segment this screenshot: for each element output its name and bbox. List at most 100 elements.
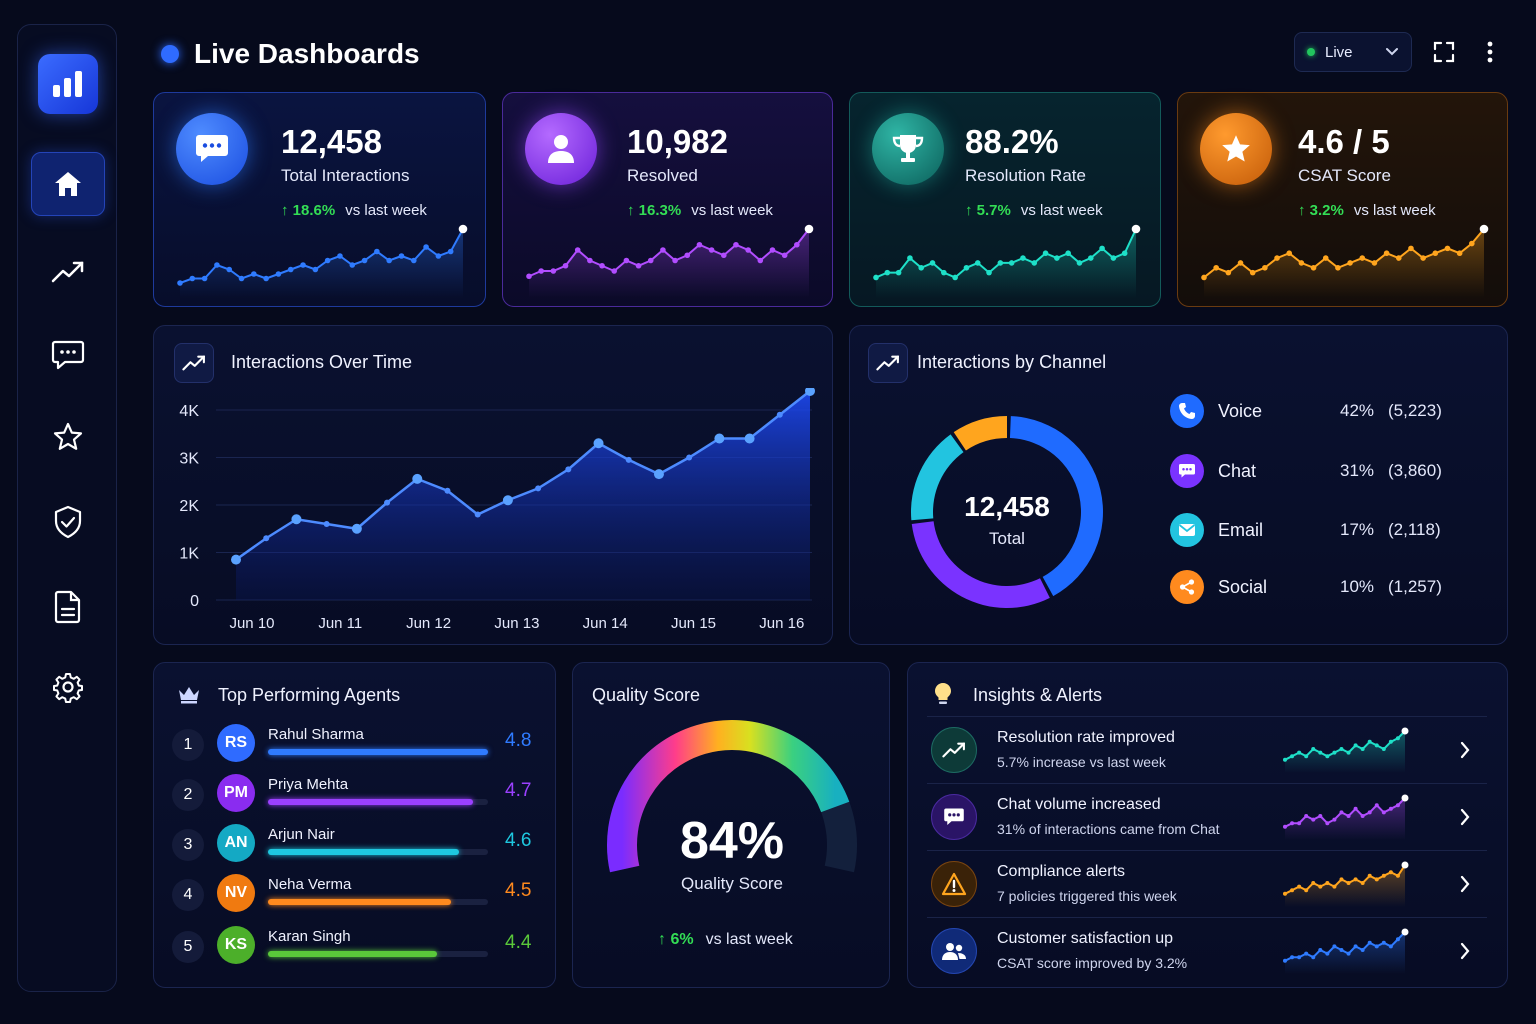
sparkline-point bbox=[1297, 821, 1302, 826]
sparkline-point bbox=[1297, 750, 1302, 755]
sparkline-point bbox=[263, 275, 269, 282]
sparkline-point bbox=[1031, 260, 1038, 266]
insight-row[interactable]: Customer satisfaction up CSAT score impr… bbox=[927, 917, 1487, 983]
live-dropdown-label: Live bbox=[1325, 43, 1353, 61]
fullscreen-icon bbox=[1433, 41, 1455, 63]
sparkline-point bbox=[287, 266, 294, 273]
agent-score-bar bbox=[268, 749, 488, 755]
legend-item-email[interactable]: Email 17% (2,118) bbox=[1170, 510, 1470, 550]
data-point bbox=[351, 523, 362, 534]
agent-row[interactable]: 3 AN Arjun Nair 4.6 bbox=[172, 824, 542, 866]
sidebar-item-reports[interactable] bbox=[31, 575, 105, 639]
sparkline-point bbox=[1374, 743, 1379, 748]
sparkline-point bbox=[1283, 757, 1287, 762]
data-point bbox=[805, 388, 815, 396]
sidebar bbox=[17, 24, 117, 992]
sparkline-point bbox=[189, 275, 196, 282]
sparkline-point bbox=[1383, 250, 1390, 257]
kpi-trend: ↑ 3.2% vs last week bbox=[1298, 202, 1436, 219]
sparkline-point bbox=[1121, 250, 1128, 257]
sparkline-point bbox=[1360, 814, 1365, 818]
sidebar-item-settings[interactable] bbox=[31, 655, 105, 719]
sparkline-point bbox=[587, 257, 593, 264]
insight-row[interactable]: Compliance alerts 7 policies triggered t… bbox=[927, 850, 1487, 916]
agent-score: 4.5 bbox=[505, 880, 532, 901]
sparkline-point bbox=[1381, 873, 1386, 878]
y-tick-label: 3K bbox=[179, 451, 199, 468]
sparkline-point bbox=[1213, 264, 1219, 271]
chat-icon bbox=[931, 794, 977, 840]
sparkline-point bbox=[447, 248, 454, 255]
sparkline-point bbox=[312, 266, 319, 273]
sparkline-point bbox=[1395, 937, 1400, 942]
sparkline-point bbox=[562, 262, 569, 269]
donut-slice-chat bbox=[911, 521, 1050, 608]
agent-name: Rahul Sharma bbox=[268, 726, 364, 743]
sparkline-point bbox=[1335, 264, 1341, 271]
sparkline-point bbox=[1367, 940, 1372, 945]
legend-count: (2,118) bbox=[1388, 520, 1441, 539]
sparkline-point bbox=[349, 262, 356, 268]
chat-bubble-icon bbox=[196, 135, 228, 162]
kpi-icon-circle bbox=[872, 113, 944, 185]
chevron-right-icon[interactable] bbox=[1459, 941, 1471, 961]
legend-name: Chat bbox=[1218, 460, 1257, 481]
kpi-trend: ↑ 5.7% vs last week bbox=[965, 202, 1103, 219]
chevron-right-icon[interactable] bbox=[1459, 807, 1471, 827]
donut-center-value: 12,458 bbox=[964, 491, 1050, 522]
kpi-card-csat-score[interactable]: 4.6 / 5 CSAT Score ↑ 3.2% vs last week bbox=[1177, 92, 1508, 307]
insight-row[interactable]: Chat volume increased 31% of interaction… bbox=[927, 783, 1487, 849]
quality-change: ↑ 6% bbox=[658, 931, 694, 948]
sparkline-point bbox=[1371, 260, 1378, 266]
kpi-label: Resolved bbox=[627, 166, 698, 185]
chevron-right-icon[interactable] bbox=[1459, 874, 1471, 894]
agent-row[interactable]: 5 KS Karan Singh 4.4 bbox=[172, 926, 542, 968]
sparkline-point bbox=[538, 268, 544, 274]
sparkline-point bbox=[1110, 255, 1117, 261]
legend-item-social[interactable]: Social 10% (1,257) bbox=[1170, 567, 1470, 607]
sparkline-point bbox=[1360, 881, 1365, 885]
agent-score-track bbox=[268, 799, 488, 805]
sparkline-point bbox=[696, 241, 703, 248]
sparkline-point bbox=[1401, 928, 1409, 936]
agent-score-bar bbox=[268, 849, 460, 855]
sparkline-point bbox=[660, 247, 666, 253]
agent-row[interactable]: 4 NV Neha Verma 4.5 bbox=[172, 874, 542, 916]
kpi-vs-label: vs last week bbox=[691, 202, 773, 219]
sparkline-point bbox=[1395, 255, 1402, 261]
sparkline-point bbox=[623, 257, 630, 264]
sidebar-item-security[interactable] bbox=[31, 490, 105, 554]
kpi-card-total-interactions[interactable]: 12,458 Total Interactions ↑ 18.6% vs las… bbox=[153, 92, 486, 307]
sparkline-point bbox=[1469, 240, 1475, 247]
legend-item-chat[interactable]: Chat 31% (3,860) bbox=[1170, 451, 1470, 491]
live-dropdown[interactable]: Live bbox=[1294, 32, 1412, 72]
sparkline-point bbox=[1359, 255, 1366, 261]
star-icon bbox=[53, 422, 83, 450]
kpi-vs-label: vs last week bbox=[345, 202, 427, 219]
more-options-button[interactable] bbox=[1474, 36, 1506, 68]
app-logo[interactable] bbox=[38, 54, 98, 114]
sparkline-point bbox=[1311, 881, 1316, 885]
kpi-card-resolved[interactable]: 10,982 Resolved ↑ 16.3% vs last week bbox=[502, 92, 833, 307]
sidebar-item-messages[interactable] bbox=[31, 323, 105, 387]
sparkline-point bbox=[1297, 884, 1302, 889]
fullscreen-button[interactable] bbox=[1428, 36, 1460, 68]
chevron-right-icon[interactable] bbox=[1459, 740, 1471, 760]
insight-row[interactable]: Resolution rate improved 5.7% increase v… bbox=[927, 716, 1487, 782]
agent-score-bar bbox=[268, 799, 473, 805]
sparkline-point bbox=[1322, 255, 1329, 261]
agent-row[interactable]: 1 RS Rahul Sharma 4.8 bbox=[172, 724, 542, 766]
sparkline-point bbox=[226, 266, 233, 273]
sparkline-area bbox=[1204, 229, 1484, 298]
legend-item-voice[interactable]: Voice 42% (5,223) bbox=[1170, 391, 1470, 431]
shield-check-icon bbox=[54, 505, 82, 539]
sidebar-item-trends[interactable] bbox=[31, 240, 105, 304]
agent-row[interactable]: 2 PM Priya Mehta 4.7 bbox=[172, 774, 542, 816]
kpi-sparkline bbox=[873, 224, 1141, 298]
sidebar-item-home[interactable] bbox=[31, 152, 105, 216]
sidebar-item-favorites[interactable] bbox=[31, 405, 105, 469]
kpi-card-resolution-rate[interactable]: 88.2% Resolution Rate ↑ 5.7% vs last wee… bbox=[849, 92, 1161, 307]
agent-score-bar bbox=[268, 951, 438, 957]
avatar: PM bbox=[217, 774, 255, 812]
sparkline-point bbox=[873, 274, 879, 281]
